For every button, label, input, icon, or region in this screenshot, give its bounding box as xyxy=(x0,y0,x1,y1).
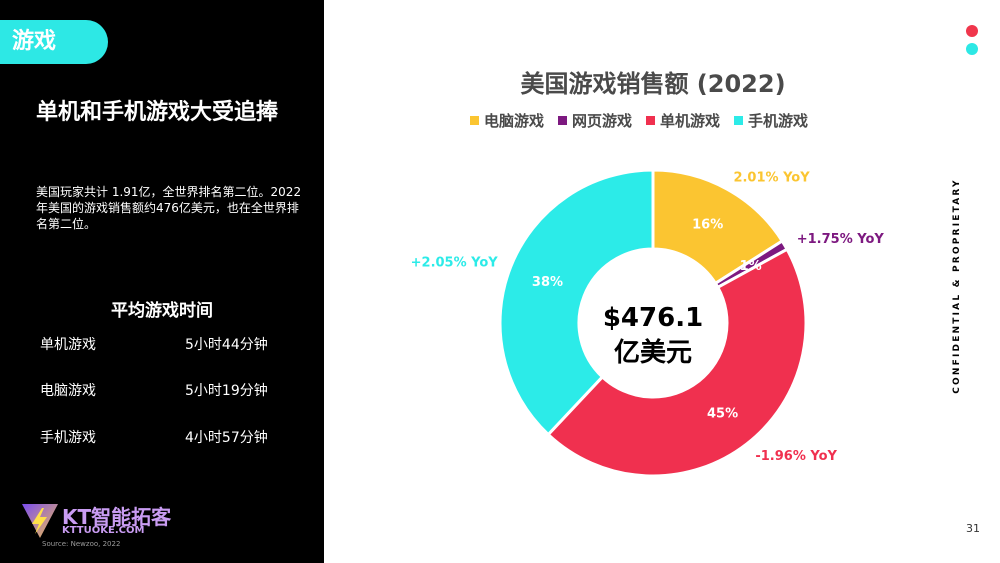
source-note: Source: Newzoo, 2022 xyxy=(42,540,121,548)
avg-time-title: 平均游戏时间 xyxy=(111,301,213,321)
confidential-label: CONFIDENTIAL & PROPRIETARY xyxy=(952,178,962,394)
accent-dot-red xyxy=(966,25,978,37)
logo-bolt-icon xyxy=(22,504,58,538)
avg-row-value: 5小时44分钟 xyxy=(185,337,268,353)
center-total-label: $476.1 xyxy=(603,303,703,333)
slice-yoy-label: -1.96% YoY xyxy=(755,449,837,464)
chart-legend: 电脑游戏 网页游戏 单机游戏 手机游戏 xyxy=(470,110,808,131)
donut-slice-2 xyxy=(546,247,808,478)
legend-item: 手机游戏 xyxy=(734,110,808,131)
legend-swatch xyxy=(734,116,744,125)
avg-row: 手机游戏 4小时57分钟 xyxy=(40,427,290,447)
avg-row: 单机游戏 5小时44分钟 xyxy=(40,334,290,354)
legend-label: 手机游戏 xyxy=(748,112,809,130)
legend-item: 电脑游戏 xyxy=(470,110,544,131)
slice-value-label: 16% xyxy=(692,218,723,233)
page-number: 31 xyxy=(966,522,980,535)
avg-row-label: 单机游戏 xyxy=(40,337,96,353)
legend-label: 单机游戏 xyxy=(660,112,721,130)
legend-item: 网页游戏 xyxy=(558,110,632,131)
slice-yoy-label: 2.01% YoY xyxy=(733,171,810,186)
avg-row-value: 4小时57分钟 xyxy=(185,430,268,446)
avg-row-value: 5小时19分钟 xyxy=(185,383,268,399)
center-total-label: 亿美元 xyxy=(614,337,692,368)
legend-label: 网页游戏 xyxy=(572,112,633,130)
logo-subtext: KTTUOKE.COM xyxy=(62,525,145,536)
left-panel: 游戏 单机和手机游戏大受追捧 美国玩家共计 1.91亿，全世界排名第二位。202… xyxy=(0,0,324,563)
legend-swatch xyxy=(646,116,656,125)
donut-slice-3 xyxy=(498,168,655,437)
legend-swatch xyxy=(470,116,479,125)
headline: 单机和手机游戏大受追捧 xyxy=(36,100,279,125)
avg-row-label: 手机游戏 xyxy=(40,430,96,446)
legend-label: 电脑游戏 xyxy=(484,112,545,130)
slice-yoy-label: +1.75% YoY xyxy=(797,232,885,247)
slice-yoy-label: +2.05% YoY xyxy=(411,256,499,271)
avg-row: 电脑游戏 5小时19分钟 xyxy=(40,380,290,400)
chart-title: 美国游戏销售额 (2022) xyxy=(520,70,786,98)
logo-text: KT智能拓客 xyxy=(62,505,172,529)
body-text: 美国玩家共计 1.91亿，全世界排名第二位。2022年美国的游戏销售额约476亿… xyxy=(36,185,302,231)
legend-item: 单机游戏 xyxy=(646,110,720,131)
legend-swatch xyxy=(558,116,568,125)
slice-value-label: 38% xyxy=(532,275,563,290)
slice-value-label: 1% xyxy=(740,259,762,274)
section-tag: 游戏 xyxy=(0,20,108,64)
accent-dot-cyan xyxy=(966,43,978,55)
avg-row-label: 电脑游戏 xyxy=(40,383,96,399)
slice-value-label: 45% xyxy=(707,407,738,422)
